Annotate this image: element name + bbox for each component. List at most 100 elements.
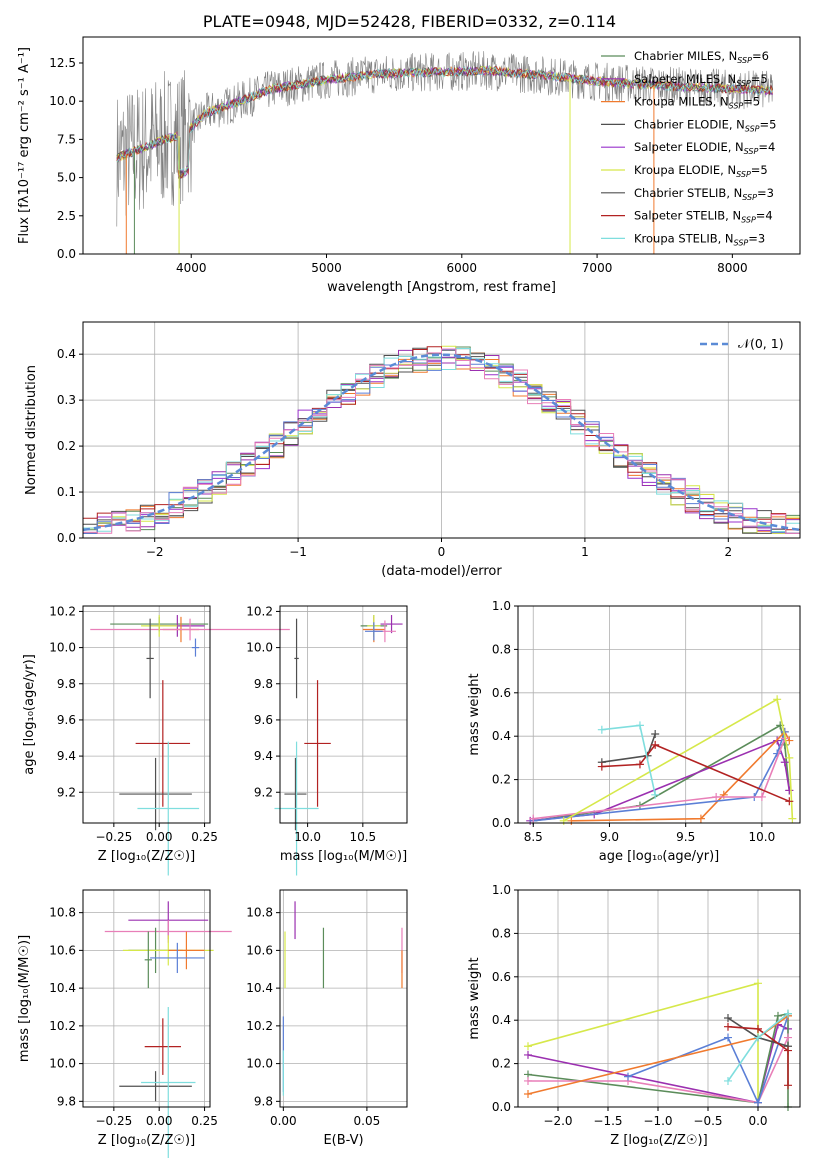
- legend-label: Kroupa MILES, NSSP=5: [634, 95, 760, 111]
- legend-label: Kroupa ELODIE, NSSP=5: [634, 163, 768, 179]
- legend-label: Salpeter STELIB, NSSP=4: [634, 209, 773, 225]
- y-tick-label: 1.0: [492, 599, 511, 613]
- weights-massweight-vs-age: [526, 695, 797, 825]
- weight-marker: [624, 1072, 632, 1081]
- y-tick-label: 10.6: [49, 943, 76, 957]
- errorbars-mass-vs-z: [104, 901, 232, 1158]
- y-tick-label: 9.8: [57, 677, 76, 691]
- y-tick-label: 10.0: [49, 641, 76, 655]
- legend-label-sub: SSP: [736, 79, 751, 88]
- y-tick-label: 10.2: [49, 604, 76, 618]
- y-tick-label: 10.0: [246, 1057, 273, 1071]
- weight-marker: [635, 721, 644, 730]
- y-tick-label: 0.0: [57, 531, 76, 545]
- legend-label-end: =3: [757, 186, 774, 200]
- legend-label-sub: SSP: [741, 216, 756, 225]
- weight-marker: [724, 1076, 732, 1085]
- weights-massweight-vs-z: [524, 979, 792, 1111]
- y-tick-label: 9.2: [254, 785, 273, 799]
- axes-frame: [279, 889, 408, 1108]
- y-tick-label: 9.2: [57, 785, 76, 799]
- weight-line: [601, 743, 790, 803]
- weight-marker: [757, 792, 766, 801]
- y-tick-label: 0.8: [492, 926, 511, 940]
- x-axis-label: (data-model)/error: [381, 564, 502, 579]
- x-tick-label: 0: [438, 545, 446, 559]
- weight-marker: [774, 1011, 782, 1020]
- legend-label-end: =6: [752, 49, 769, 63]
- spectrum-plot: [116, 51, 774, 254]
- x-tick-label: 0.25: [191, 830, 218, 844]
- weight-marker: [651, 790, 660, 799]
- y-tick-label: 7.5: [57, 132, 76, 146]
- legend-label-sub: SSP: [745, 124, 760, 133]
- x-axis-label: Z [log₁₀(Z/Z☉)]: [98, 1133, 195, 1148]
- x-tick-label: 10.0: [294, 830, 321, 844]
- legend-label-main: Kroupa MILES, N: [634, 95, 729, 109]
- axes-mass-vs-ebv: [280, 890, 407, 1107]
- legend-label: 𝒩(0, 1): [738, 336, 784, 351]
- y-tick-label: 9.8: [57, 1094, 76, 1108]
- figure-title: PLATE=0948, MJD=52428, FIBERID=0332, z=0…: [202, 12, 617, 31]
- axes-age-vs-z: [83, 606, 210, 823]
- y-tick-label: 10.8: [49, 906, 76, 920]
- y-tick-label: 9.4: [254, 749, 273, 763]
- weight-marker: [524, 1089, 532, 1098]
- x-tick-label: 4000: [176, 261, 207, 275]
- weight-marker: [788, 814, 797, 823]
- x-tick-label: −0.5: [693, 1114, 722, 1128]
- weight-line: [533, 738, 786, 820]
- y-tick-label: 9.4: [57, 749, 76, 763]
- weight-marker: [785, 786, 794, 795]
- weight-marker: [773, 695, 782, 704]
- errorbars-mass-vs-ebv: [282, 901, 403, 1096]
- legend-label: Chabrier ELODIE, NSSP=5: [634, 117, 776, 133]
- weight-marker: [784, 1033, 792, 1042]
- y-tick-label: 0.0: [492, 1100, 511, 1114]
- x-tick-label: 0.05: [354, 1114, 381, 1128]
- errorbars-age-vs-z: [90, 615, 290, 876]
- x-tick-label: 8.5: [524, 830, 543, 844]
- weight-marker: [784, 1046, 792, 1055]
- x-tick-label: −0.25: [95, 1114, 132, 1128]
- legend-label-main: Chabrier ELODIE, N: [634, 117, 745, 131]
- y-tick-label: 10.0: [246, 641, 273, 655]
- frame-mass-vs-z: −0.25 0.00 0.25 9.8 10.0 10.2 10.4 10.6 10.8 Z [l…: [17, 889, 218, 1148]
- errorbars-age-vs-mass: [274, 615, 403, 876]
- y-tick-label: 9.8: [254, 1094, 273, 1108]
- weight-marker: [696, 814, 705, 823]
- legend-label-main: Kroupa ELODIE, N: [634, 163, 736, 177]
- y-tick-label: 10.2: [49, 1019, 76, 1033]
- legend-label-end: =3: [748, 231, 765, 245]
- normal-pdf-line: [83, 353, 800, 532]
- y-tick-label: 0.4: [492, 729, 511, 743]
- x-tick-label: 0.00: [270, 1114, 297, 1128]
- axes-frame: [82, 889, 211, 1108]
- weight-marker: [754, 979, 762, 988]
- legend-label: Salpeter MILES, NSSP=5: [634, 72, 768, 88]
- y-tick-label: 1.0: [492, 883, 511, 897]
- y-tick-label: 0.0: [57, 247, 76, 261]
- y-axis-label: mass weight: [467, 673, 482, 755]
- weight-line: [530, 739, 791, 822]
- axes-frame: [82, 36, 801, 255]
- weight-marker: [785, 753, 794, 762]
- residual-legend: 𝒩(0, 1): [700, 336, 784, 351]
- y-tick-label: 9.6: [57, 713, 76, 727]
- y-tick-label: 0.3: [57, 393, 76, 407]
- weight-marker: [754, 1098, 762, 1107]
- weight-marker: [724, 1014, 732, 1023]
- weight-marker: [635, 760, 644, 769]
- weight-marker: [524, 1050, 532, 1059]
- weight-marker: [724, 1022, 732, 1031]
- y-tick-label: 0.2: [492, 1057, 511, 1071]
- x-tick-label: 1: [581, 545, 589, 559]
- weight-line: [727, 1025, 789, 1086]
- weight-marker: [712, 792, 721, 801]
- y-axis-label: age [log₁₀(age/yr)]: [22, 654, 37, 775]
- y-tick-label: 2.5: [57, 209, 76, 223]
- weight-marker: [785, 736, 794, 745]
- weight-marker: [784, 1009, 792, 1018]
- x-tick-label: 0.0: [748, 1114, 767, 1128]
